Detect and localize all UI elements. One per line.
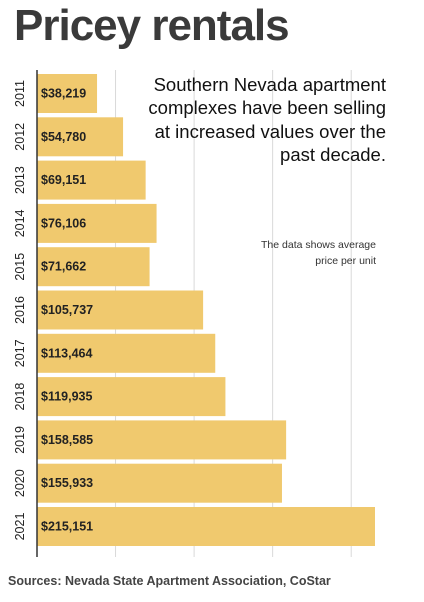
value-label-2016: $105,737 xyxy=(41,303,93,317)
category-label-2020: 2020 xyxy=(13,469,27,497)
value-label-2021: $215,151 xyxy=(41,520,93,534)
category-label-2016: 2016 xyxy=(13,296,27,324)
value-label-2015: $71,662 xyxy=(41,260,86,274)
bar-2015 xyxy=(37,247,150,287)
bar-2016 xyxy=(37,290,204,330)
bar-2017 xyxy=(37,333,216,373)
chart-note: The data shows average price per unit xyxy=(261,239,376,267)
chart-title: Pricey rentals xyxy=(14,1,290,50)
value-labels: $38,219 $54,780 $69,151 $76,106 $71,662 $105,… xyxy=(41,87,93,534)
value-label-2017: $113,464 xyxy=(41,346,92,360)
category-label-2015: 2015 xyxy=(13,253,27,281)
category-labels: 2011 2012 2013 2014 2015 2016 2017 2018 2019 2020… xyxy=(13,80,27,540)
category-label-2019: 2019 xyxy=(13,426,27,454)
bar-2013 xyxy=(37,160,146,200)
bars xyxy=(37,74,375,546)
value-label-2020: $155,933 xyxy=(41,476,93,490)
bar-2019 xyxy=(37,420,287,460)
value-label-2019: $158,585 xyxy=(41,433,93,447)
chart-annotation: Southern Nevada apartment complexes have… xyxy=(148,74,386,166)
bar-2011 xyxy=(37,74,98,113)
bar-2020 xyxy=(37,463,282,503)
category-label-2021: 2021 xyxy=(13,513,27,541)
value-label-2011: $38,219 xyxy=(41,87,86,101)
value-label-2014: $76,106 xyxy=(41,216,86,230)
value-label-2012: $54,780 xyxy=(41,130,86,144)
source-credit: Sources: Nevada State Apartment Associat… xyxy=(8,574,331,588)
category-label-2012: 2012 xyxy=(13,123,27,151)
category-label-2018: 2018 xyxy=(13,383,27,411)
category-label-2013: 2013 xyxy=(13,166,27,194)
category-label-2017: 2017 xyxy=(13,339,27,367)
bar-2018 xyxy=(37,377,226,417)
value-label-2018: $119,935 xyxy=(41,390,92,404)
bar-2012 xyxy=(37,117,124,157)
value-label-2013: $69,151 xyxy=(41,173,86,187)
category-label-2014: 2014 xyxy=(13,209,27,237)
bar-2021 xyxy=(37,507,375,546)
bar-2014 xyxy=(37,203,157,243)
category-label-2011: 2011 xyxy=(13,80,27,107)
